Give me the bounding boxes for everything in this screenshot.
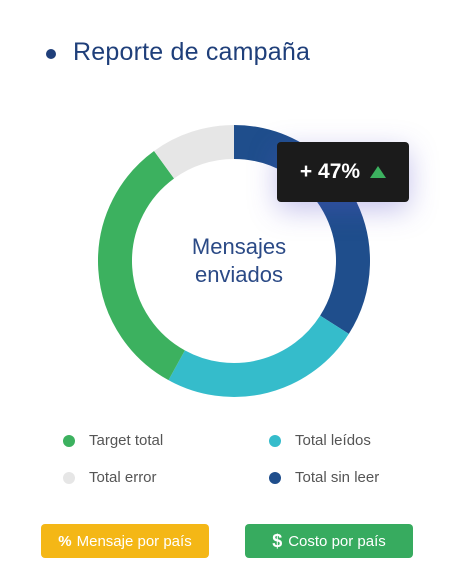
center-label-line2: enviados <box>194 262 284 287</box>
legend-item-total-leidos: Total leídos <box>269 432 371 449</box>
message-by-country-label: Mensaje por país <box>76 532 192 550</box>
tooltip-value: + 47% <box>299 160 361 183</box>
donut-arcs <box>98 125 370 397</box>
legend-item-target-total: Target total <box>63 432 163 449</box>
donut-slice-target-total <box>98 150 186 381</box>
legend-item-total-error: Total error <box>63 469 157 486</box>
donut-slice-total-sin-leer <box>233 125 370 334</box>
bullet-dot-icon <box>46 48 56 59</box>
donut-slice-total-error <box>154 125 235 179</box>
center-label: Mensajes enviados <box>139 233 339 289</box>
cost-by-country-label: Costo por país <box>288 532 386 550</box>
page-title: Reporte de campaña <box>73 38 311 66</box>
dollar-icon: $ <box>272 530 283 551</box>
legend-label: Total leídos <box>295 432 371 449</box>
legend-item-total-sin-leer: Total sin leer <box>269 469 379 486</box>
legend-swatch <box>269 471 281 484</box>
legend-swatch <box>63 471 75 484</box>
report-header: Reporte de campaña <box>46 38 310 67</box>
legend-label: Target total <box>89 432 164 449</box>
percent-icon: % <box>58 532 72 550</box>
percentage-tooltip: + 47% <box>277 142 409 202</box>
trend-up-icon <box>370 166 387 178</box>
donut-slice-total-le-dos <box>168 315 349 397</box>
legend-label: Total sin leer <box>295 469 380 486</box>
legend-swatch <box>269 434 281 447</box>
message-by-country-button[interactable]: % Mensaje por país <box>41 524 209 558</box>
legend-swatch <box>63 434 75 447</box>
legend-label: Total error <box>89 469 157 486</box>
center-label-line1: Mensajes <box>191 234 287 259</box>
cost-by-country-button[interactable]: $ Costo por país <box>245 524 413 558</box>
